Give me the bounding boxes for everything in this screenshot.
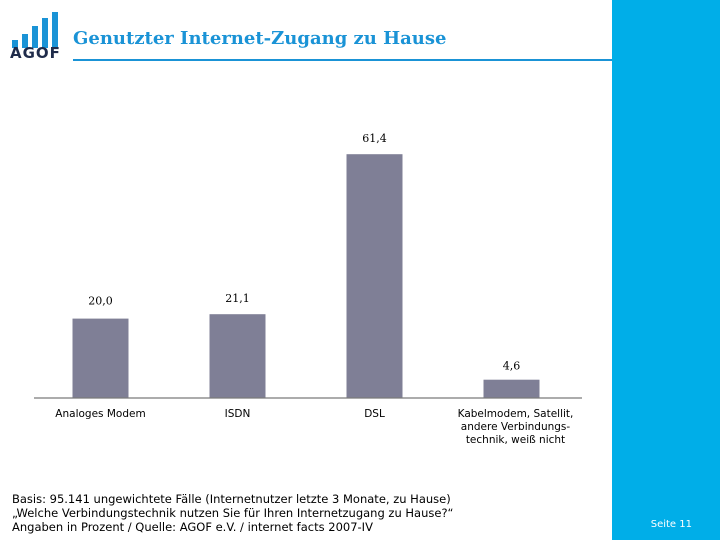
footnote-line-source: Angaben in Prozent / Quelle: AGOF e.V. /…: [12, 520, 373, 534]
bar-1: [72, 318, 129, 398]
value-label-4: 4,6: [503, 360, 521, 373]
category-label-4: Kabelmodem, Satellit, andere Verbindungs-…: [458, 408, 574, 446]
page-number: Seite 11: [650, 519, 692, 530]
agof-logo: AGOF: [10, 12, 68, 62]
footnote-line-question: „Welche Verbindungstechnik nutzen Sie fü…: [12, 506, 454, 520]
bar-4: [483, 379, 540, 398]
title-divider: [73, 59, 613, 61]
bar-chart: 20,0 Analoges Modem 21,1 ISDN 61,4 DSL 4,6 Kabe…: [34, 132, 582, 446]
page-title: Genutzter Internet-Zugang zu Hause: [73, 28, 447, 49]
bar-3: [346, 154, 403, 398]
footnote: Basis: 95.141 ungewichtete Fälle (Intern…: [12, 492, 454, 534]
category-label-3: DSL: [364, 408, 385, 420]
side-panel: Seite 11: [612, 0, 720, 540]
value-label-2: 21,1: [225, 292, 250, 305]
value-label-1: 20,0: [88, 295, 113, 308]
category-label-1: Analoges Modem: [55, 408, 145, 420]
logo-text: AGOF: [10, 44, 61, 62]
footnote-line-basis: Basis: 95.141 ungewichtete Fälle (Intern…: [12, 492, 451, 506]
value-label-3: 61,4: [362, 132, 387, 145]
bar-2: [209, 314, 266, 398]
category-label-2: ISDN: [225, 408, 251, 420]
